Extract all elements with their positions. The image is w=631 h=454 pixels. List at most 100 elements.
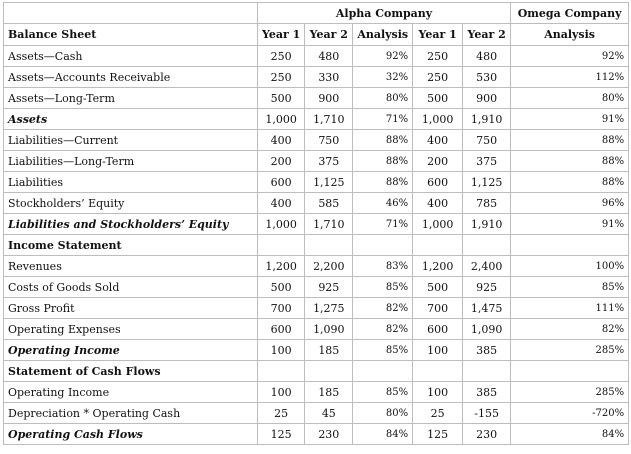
table-row: Revenues 1,200 2,200 83% 1,200 2,400 100% xyxy=(3,255,630,277)
omega-year2-cell: 900 xyxy=(462,87,512,109)
omega-year1-cell: 100 xyxy=(412,339,464,361)
omega-year2-cell: 375 xyxy=(462,150,512,172)
alpha-analysis-cell: 88% xyxy=(352,150,414,172)
alpha-analysis-cell: 80% xyxy=(352,402,414,424)
alpha-year2-cell: 1,710 xyxy=(304,213,354,235)
omega-year1-cell: 600 xyxy=(412,318,464,340)
omega-year2-cell: 1,125 xyxy=(462,171,512,193)
alpha-analysis-cell: 88% xyxy=(352,171,414,193)
omega-analysis-cell: 84% xyxy=(510,423,630,445)
omega-analysis-cell: 80% xyxy=(510,87,630,109)
omega-analysis-cell: 88% xyxy=(510,129,630,151)
alpha-year1-cell: 250 xyxy=(256,45,306,67)
omega-analysis-cell: 285% xyxy=(510,339,630,361)
omega-year1-cell: 250 xyxy=(412,66,464,88)
alpha-year1-cell: 1,000 xyxy=(256,108,306,130)
omega-year1-cell: 1,000 xyxy=(412,213,464,235)
table-row: Stockholders’ Equity 400 585 46% 400 785 96% xyxy=(3,192,630,214)
omega-year2-cell: -155 xyxy=(462,402,512,424)
omega-year2-cell: 750 xyxy=(462,129,512,151)
table-row: Statement of Cash Flows xyxy=(3,360,630,382)
omega-year1-cell: 125 xyxy=(412,423,464,445)
alpha-year2-cell: 925 xyxy=(304,276,354,298)
alpha-year1-cell: 400 xyxy=(256,129,306,151)
omega-analysis-cell: -720% xyxy=(510,402,630,424)
alpha-year2-cell: 375 xyxy=(304,150,354,172)
alpha-analysis-cell: 85% xyxy=(352,339,414,361)
omega-year2-cell: 1,910 xyxy=(462,108,512,130)
omega-year2-cell: 1,910 xyxy=(462,213,512,235)
alpha-year1-cell: 25 xyxy=(256,402,306,424)
row-label: Revenues xyxy=(3,255,258,277)
alpha-analysis-cell: 85% xyxy=(352,381,414,403)
alpha-year2-cell: 1,125 xyxy=(304,171,354,193)
alpha-year2-cell: 230 xyxy=(304,423,354,445)
alpha-year2-cell: 185 xyxy=(304,381,354,403)
header-empty-cell xyxy=(3,2,258,24)
alpha-analysis-cell: 82% xyxy=(352,297,414,319)
omega-year1-cell xyxy=(412,234,464,256)
table-row: Depreciation * Operating Cash 25 45 80% 25 -1… xyxy=(3,402,630,424)
table-row: Costs of Goods Sold 500 925 85% 500 925 85% xyxy=(3,276,630,298)
alpha-year1-cell: 500 xyxy=(256,87,306,109)
alpha-analysis-cell: 88% xyxy=(352,129,414,151)
header-row-columns: Balance Sheet Year 1 Year 2 Analysis Yea… xyxy=(3,23,630,46)
row-label: Assets—Accounts Receivable xyxy=(3,66,258,88)
omega-analysis-cell: 111% xyxy=(510,297,630,319)
omega-year1-cell: 500 xyxy=(412,276,464,298)
omega-year2-cell: 480 xyxy=(462,45,512,67)
alpha-year2-header: Year 2 xyxy=(304,23,354,46)
table-row: Operating Income 100 185 85% 100 385 285% xyxy=(3,381,630,403)
table-row: Operating Cash Flows 125 230 84% 125 230 84% xyxy=(3,423,630,445)
alpha-year2-cell: 330 xyxy=(304,66,354,88)
table-row: Gross Profit 700 1,275 82% 700 1,475 111% xyxy=(3,297,630,319)
alpha-analysis-cell: 83% xyxy=(352,255,414,277)
alpha-year1-cell: 200 xyxy=(256,150,306,172)
alpha-analysis-cell: 71% xyxy=(352,108,414,130)
alpha-analysis-cell: 84% xyxy=(352,423,414,445)
omega-year2-cell: 925 xyxy=(462,276,512,298)
row-label: Assets xyxy=(3,108,258,130)
row-label: Operating Income xyxy=(3,339,258,361)
alpha-year1-cell: 1,200 xyxy=(256,255,306,277)
row-label: Gross Profit xyxy=(3,297,258,319)
alpha-analysis-cell: 80% xyxy=(352,87,414,109)
alpha-year2-cell: 585 xyxy=(304,192,354,214)
omega-year2-header: Year 2 xyxy=(462,23,512,46)
omega-year2-cell: 385 xyxy=(462,339,512,361)
omega-year2-cell: 1,475 xyxy=(462,297,512,319)
alpha-year1-cell: 400 xyxy=(256,192,306,214)
alpha-year1-cell: 100 xyxy=(256,339,306,361)
alpha-year1-cell xyxy=(256,360,306,382)
omega-analysis-cell: 112% xyxy=(510,66,630,88)
alpha-year1-cell: 250 xyxy=(256,66,306,88)
alpha-analysis-cell: 32% xyxy=(352,66,414,88)
omega-analysis-cell: 92% xyxy=(510,45,630,67)
alpha-year2-cell: 45 xyxy=(304,402,354,424)
row-label: Statement of Cash Flows xyxy=(3,360,258,382)
table-row: Assets—Long-Term 500 900 80% 500 900 80% xyxy=(3,87,630,109)
alpha-year1-cell: 500 xyxy=(256,276,306,298)
omega-year1-cell: 400 xyxy=(412,129,464,151)
omega-year2-cell: 785 xyxy=(462,192,512,214)
omega-analysis-cell: 88% xyxy=(510,150,630,172)
row-label: Operating Income xyxy=(3,381,258,403)
alpha-year1-cell: 600 xyxy=(256,171,306,193)
omega-analysis-header: Analysis xyxy=(510,23,630,46)
omega-analysis-cell: 100% xyxy=(510,255,630,277)
row-label: Liabilities and Stockholders’ Equity xyxy=(3,213,258,235)
alpha-year1-cell: 100 xyxy=(256,381,306,403)
header-row-companies: Alpha Company Omega Company xyxy=(3,2,630,24)
omega-year2-cell: 385 xyxy=(462,381,512,403)
alpha-year2-cell: 1,275 xyxy=(304,297,354,319)
alpha-year2-cell xyxy=(304,360,354,382)
omega-analysis-cell xyxy=(510,360,630,382)
row-label: Assets—Cash xyxy=(3,45,258,67)
alpha-year2-cell: 900 xyxy=(304,87,354,109)
row-label: Liabilities—Current xyxy=(3,129,258,151)
alpha-year2-cell: 480 xyxy=(304,45,354,67)
table-row: Income Statement xyxy=(3,234,630,256)
omega-year1-cell: 1,200 xyxy=(412,255,464,277)
alpha-analysis-cell: 46% xyxy=(352,192,414,214)
alpha-analysis-header: Analysis xyxy=(352,23,414,46)
